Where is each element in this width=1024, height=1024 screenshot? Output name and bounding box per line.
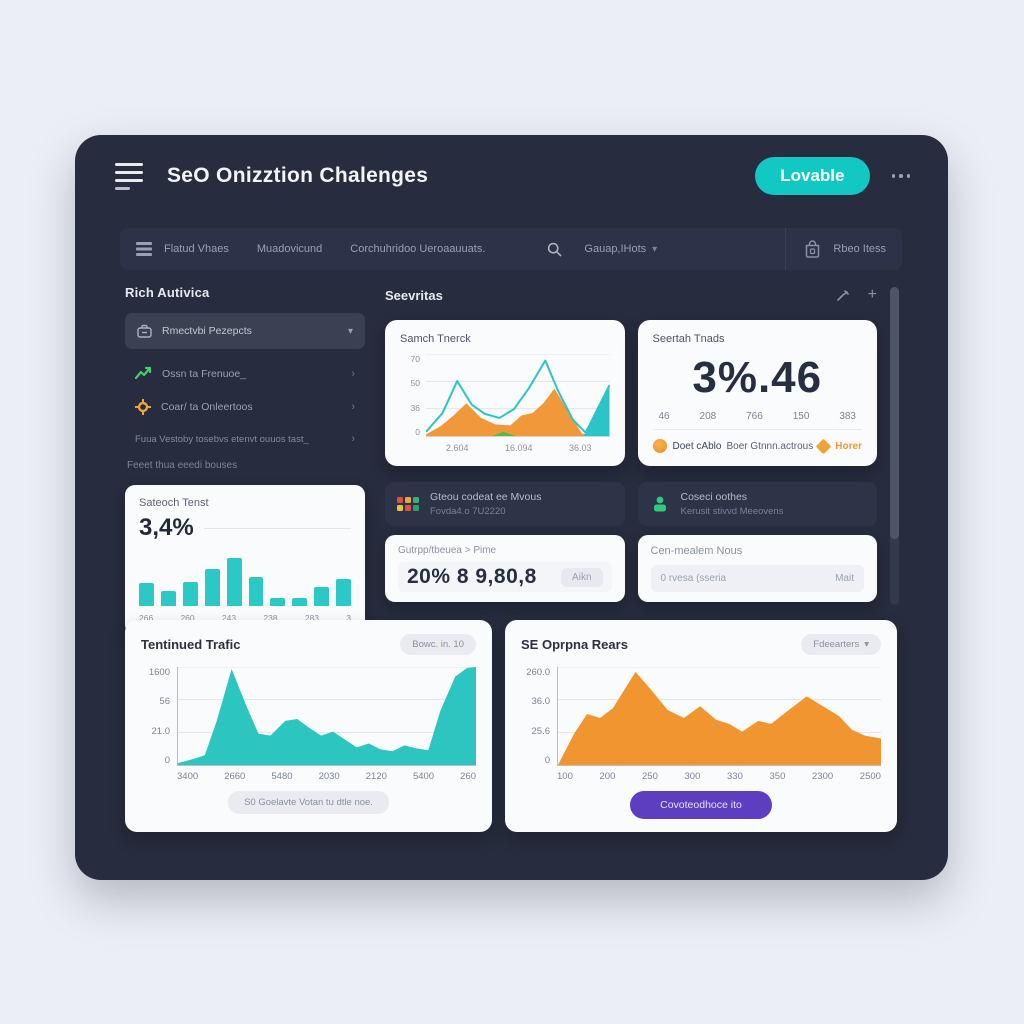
list-icon[interactable] xyxy=(136,242,152,256)
input-placeholder: 0 rvesa (sseria xyxy=(660,573,727,584)
y-axis-ticks: 1600 56 21.0 0 xyxy=(148,667,170,766)
header-actions: Lovable xyxy=(755,157,914,195)
sidebar-heading: Rich Autivica xyxy=(125,285,210,300)
sidebar-dropdown[interactable]: Rmectvbi Pezepcts ▾ xyxy=(125,313,365,349)
search-tenst-bar-chart xyxy=(139,546,352,606)
column-left: Gteou codeat ee Mvous Fovda4.o 7U2220 Gu… xyxy=(385,482,625,602)
range-badge[interactable]: Bowc. in. 10 xyxy=(400,634,476,655)
info-strip-left[interactable]: Gteou codeat ee Mvous Fovda4.o 7U2220 xyxy=(385,482,625,526)
main-content: Seevritas + Samch Tnerck 70 50 36 0 2.604 16… xyxy=(385,287,877,602)
stat-footer-middle: Boer Gtnnn.actrous xyxy=(726,440,814,452)
panel-label: Gutrpp/tbeuea > Pime xyxy=(398,545,497,556)
app-header: SeO Onizztion Chalenges Lovable xyxy=(115,153,914,199)
stat-card: Seertah Tnads 3%.46 46 208 766 150 383 Doet … xyxy=(637,320,877,466)
traffic-area-chart xyxy=(177,667,476,766)
chevron-down-icon[interactable]: ▾ xyxy=(652,243,658,255)
scrollbar-thumb[interactable] xyxy=(890,287,899,539)
traffic-card: Tentinued Trafic Bowc. in. 10 1600 56 21.0… xyxy=(125,620,492,832)
stat-footer-right[interactable]: Horer xyxy=(816,438,862,454)
page-title: SeO Onizztion Chalenges xyxy=(167,164,429,187)
rears-area-chart xyxy=(557,667,881,766)
aikn-button[interactable]: Aikn xyxy=(561,567,603,587)
orange-dot-icon xyxy=(652,439,667,453)
info-strip-right[interactable]: Coseci oothes Kerusit stivvd Meeovens xyxy=(637,482,877,526)
sidebar-dropdown-label: Rmectvbi Pezepcts xyxy=(162,325,252,337)
chevron-right-icon: › xyxy=(351,433,355,445)
metric-value: 3,4% xyxy=(139,514,194,541)
sidebar-note: Feeet thua eeedi bouses xyxy=(127,460,238,471)
search-icon[interactable] xyxy=(547,242,562,257)
toolbar: Flatud Vhaes Muadovicund Corchuhridoo Ue… xyxy=(120,228,902,270)
sidebar: Rich Autivica Rmectvbi Pezepcts ▾ Ossn t… xyxy=(125,285,365,635)
card-title: Sateoch Tenst xyxy=(139,497,209,509)
chevron-down-icon: ▾ xyxy=(864,639,869,650)
column-right: Coseci oothes Kerusit stivvd Meeovens Ce… xyxy=(637,482,877,602)
stat-value: 3%.46 xyxy=(692,353,823,402)
nav-item-4[interactable]: Gauap,IHots xyxy=(584,243,647,255)
bar-chart-xticks: 266 260 243 238 283 3 xyxy=(139,613,351,623)
nav-item-2[interactable]: Muadovicund xyxy=(256,243,323,255)
nav-right-group[interactable]: Rbeo Itess xyxy=(785,228,886,270)
search-trends-card: Samch Tnerck 70 50 36 0 2.604 16.094 36.03 xyxy=(385,320,625,466)
chevron-right-icon: › xyxy=(351,401,355,413)
more-icon[interactable] xyxy=(888,170,915,182)
oprpna-rears-card: SE Oprpna Rears Fdeearters ▾ 260.0 36.0 25… xyxy=(505,620,897,832)
chevron-right-icon: › xyxy=(351,367,355,380)
divider xyxy=(203,527,351,529)
trend-up-icon xyxy=(135,366,152,381)
chevron-down-icon: ▾ xyxy=(347,325,353,337)
sidebar-item-onleertoos[interactable]: Coar/ ta Onleertoos › xyxy=(125,390,365,424)
sidebar-item-vestoby[interactable]: Fuua Vestoby tosebvs etenvt ouuos tast_ … xyxy=(125,424,365,454)
menu-icon[interactable] xyxy=(115,162,143,190)
primary-action-button[interactable]: Covoteodhoce ito xyxy=(630,791,772,819)
x-axis-ticks: 100 200 250 300 330 350 2300 2500 xyxy=(557,771,881,782)
section-title: Seevritas xyxy=(385,287,443,303)
panel-value: 20% 8 9,80,8 xyxy=(407,565,537,588)
wrench-icon[interactable] xyxy=(836,289,850,302)
color-grid-icon xyxy=(397,497,419,511)
y-axis-ticks: 260.0 36.0 25.6 0 xyxy=(526,667,550,766)
panel-label: Cen-mealem Nous xyxy=(650,545,743,557)
sidebar-item-label: Ossn ta Frenuoe_ xyxy=(162,367,247,380)
stat-ticks: 46 208 766 150 383 xyxy=(658,411,857,422)
card-title: Samch Tnerck xyxy=(400,333,471,345)
nav-item-3[interactable]: Corchuhridoo Ueroaauuats. xyxy=(350,243,486,255)
metric-panel: Gutrpp/tbeuea > Pime 20% 8 9,80,8 Aikn xyxy=(385,535,625,602)
mait-button[interactable]: Mait xyxy=(835,573,854,584)
app-window: SeO Onizztion Chalenges Lovable Flatud V… xyxy=(75,135,948,880)
text-input[interactable]: 0 rvesa (sseria Mait xyxy=(650,565,864,592)
stat-footer-left[interactable]: Doet cAblo xyxy=(652,439,721,453)
sidebar-item-label: Fuua Vestoby tosebvs etenvt ouuos tast_ xyxy=(135,433,309,445)
briefcase-icon xyxy=(137,324,152,338)
sidebar-item-frenuoe[interactable]: Ossn ta Frenuoe_ › xyxy=(125,357,365,390)
info-line1: Coseci oothes xyxy=(680,491,748,503)
gear-icon xyxy=(135,399,151,415)
search-tenst-card: Sateoch Tenst 3,4% 266 260 243 238 283 3 xyxy=(125,485,365,635)
info-line1: Gteou codeat ee Mvous xyxy=(430,491,542,503)
card-title: Tentinued Trafic xyxy=(141,637,241,652)
y-axis-ticks: 70 50 36 0 xyxy=(410,354,420,437)
x-axis-ticks: 2.604 16.094 36.03 xyxy=(446,443,592,453)
sidebar-item-label: Coar/ ta Onleertoos xyxy=(161,401,253,413)
info-line2: Kerusit stivvd Meeovens xyxy=(680,506,784,517)
search-trends-chart xyxy=(426,354,610,437)
x-axis-ticks: 3400 2660 5480 2030 2120 5400 260 xyxy=(177,771,476,782)
card-title: Seertah Tnads xyxy=(652,333,725,345)
nav-right-label: Rbeo Itess xyxy=(833,243,886,255)
nav-item-1[interactable]: Flatud Vhaes xyxy=(164,243,229,255)
vertical-scrollbar[interactable] xyxy=(890,287,899,605)
stat-footer: Doet cAblo Boer Gtnnn.actrous Horer xyxy=(652,429,862,454)
bag-icon xyxy=(804,240,821,258)
filter-dropdown[interactable]: Fdeearters ▾ xyxy=(801,634,881,655)
plus-icon[interactable]: + xyxy=(867,286,877,303)
tag-icon xyxy=(816,438,832,454)
person-icon xyxy=(650,494,670,514)
info-line2: Fovda4.o 7U2220 xyxy=(430,506,506,517)
form-panel: Cen-mealem Nous 0 rvesa (sseria Mait xyxy=(637,535,877,602)
card-title: SE Oprpna Rears xyxy=(521,637,628,652)
lovable-button[interactable]: Lovable xyxy=(755,157,870,195)
footer-note-pill[interactable]: S0 Goelavte Votan tu dtle noe. xyxy=(228,791,389,814)
